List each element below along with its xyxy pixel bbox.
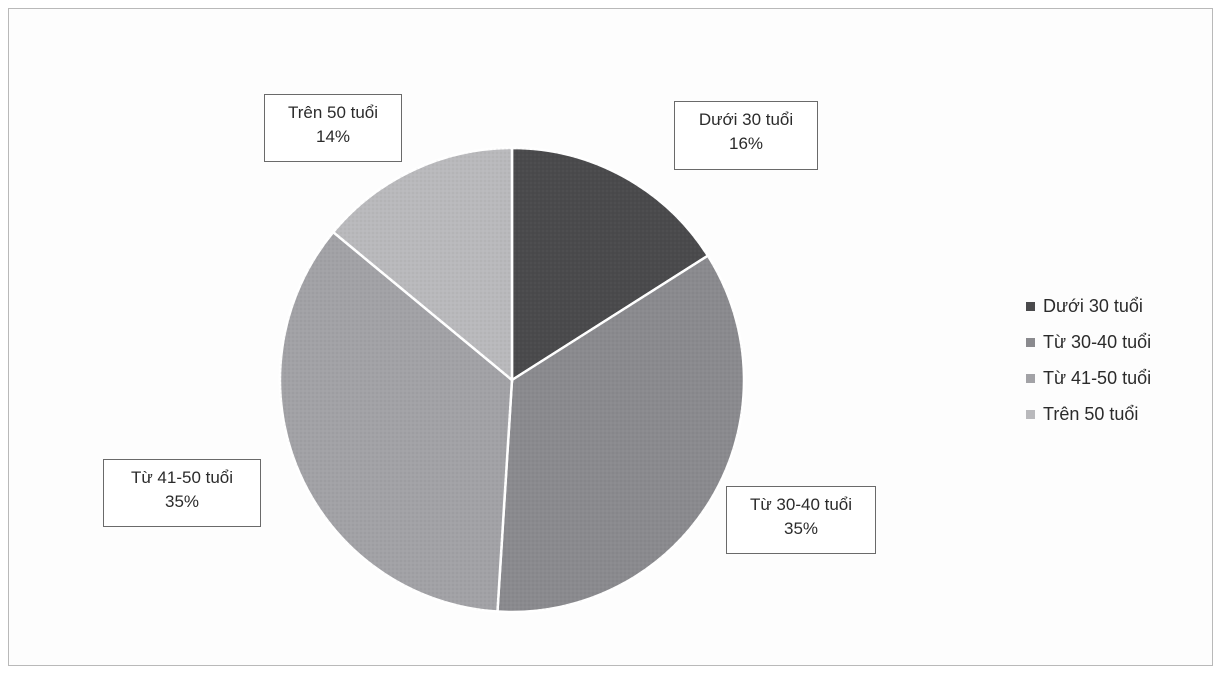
data-label-category: Dưới 30 tuổi [698,110,794,129]
legend-label: Trên 50 tuổi [1043,403,1139,424]
legend-swatch [1026,337,1035,347]
legend-swatch [1026,373,1035,383]
data-label-category: Từ 41-50 tuổi [130,468,234,487]
legend-label: Dưới 30 tuổi [1043,295,1143,316]
pie-slice-texture [280,232,512,612]
legend-swatch [1026,409,1035,419]
legend-item: Dưới 30 tuổi [1026,288,1151,324]
data-label-tu-30-40: Từ 30-40 tuổi 35% [726,486,876,554]
legend-label: Từ 30-40 tuổi [1043,331,1152,352]
pie-slice-texture [497,255,744,613]
data-label-tu-41-50: Từ 41-50 tuổi 35% [103,459,261,527]
data-label-duoi-30: Dưới 30 tuổi 16% [674,101,818,170]
pie-slice-texture [512,148,708,380]
pie-slice-texture [333,148,512,380]
data-label-value: 14% [315,127,351,146]
data-label-category: Trên 50 tuổi [287,103,379,122]
data-label-category: Từ 30-40 tuổi [749,495,853,514]
legend-label: Từ 41-50 tuổi [1043,367,1152,388]
legend-item: Trên 50 tuổi [1026,396,1151,432]
data-label-value: 35% [164,492,200,511]
legend-swatch [1026,301,1035,311]
legend: Dưới 30 tuổi Từ 30-40 tuổi Từ 41-50 tuổi… [1026,288,1151,432]
data-label-value: 16% [728,134,764,153]
legend-item: Từ 30-40 tuổi [1026,324,1151,360]
data-label-tren-50: Trên 50 tuổi 14% [264,94,402,162]
data-label-value: 35% [783,519,819,538]
legend-item: Từ 41-50 tuổi [1026,360,1151,396]
